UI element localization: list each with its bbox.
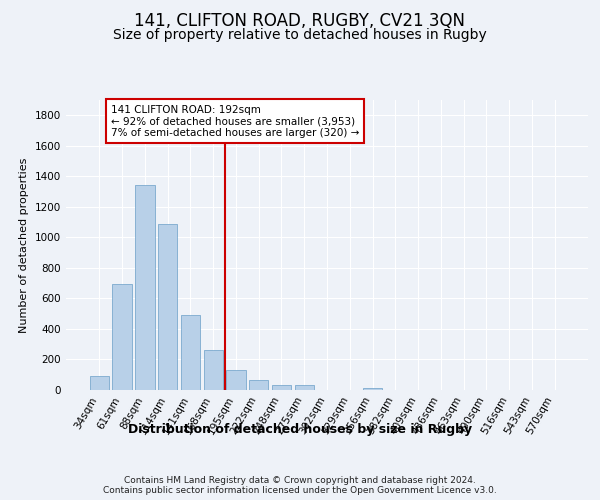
Text: Contains HM Land Registry data © Crown copyright and database right 2024.
Contai: Contains HM Land Registry data © Crown c… bbox=[103, 476, 497, 495]
Y-axis label: Number of detached properties: Number of detached properties bbox=[19, 158, 29, 332]
Bar bbox=[112, 284, 132, 390]
Bar bbox=[203, 350, 223, 390]
Bar bbox=[363, 388, 382, 390]
Bar bbox=[158, 224, 178, 390]
Bar bbox=[135, 186, 155, 390]
Text: Distribution of detached houses by size in Rugby: Distribution of detached houses by size … bbox=[128, 422, 472, 436]
Text: 141 CLIFTON ROAD: 192sqm
← 92% of detached houses are smaller (3,953)
7% of semi: 141 CLIFTON ROAD: 192sqm ← 92% of detach… bbox=[111, 104, 359, 138]
Bar bbox=[181, 315, 200, 390]
Text: Size of property relative to detached houses in Rugby: Size of property relative to detached ho… bbox=[113, 28, 487, 42]
Bar bbox=[249, 380, 268, 390]
Bar bbox=[295, 386, 314, 390]
Bar bbox=[226, 370, 245, 390]
Text: 141, CLIFTON ROAD, RUGBY, CV21 3QN: 141, CLIFTON ROAD, RUGBY, CV21 3QN bbox=[134, 12, 466, 30]
Bar bbox=[272, 386, 291, 390]
Bar bbox=[90, 376, 109, 390]
